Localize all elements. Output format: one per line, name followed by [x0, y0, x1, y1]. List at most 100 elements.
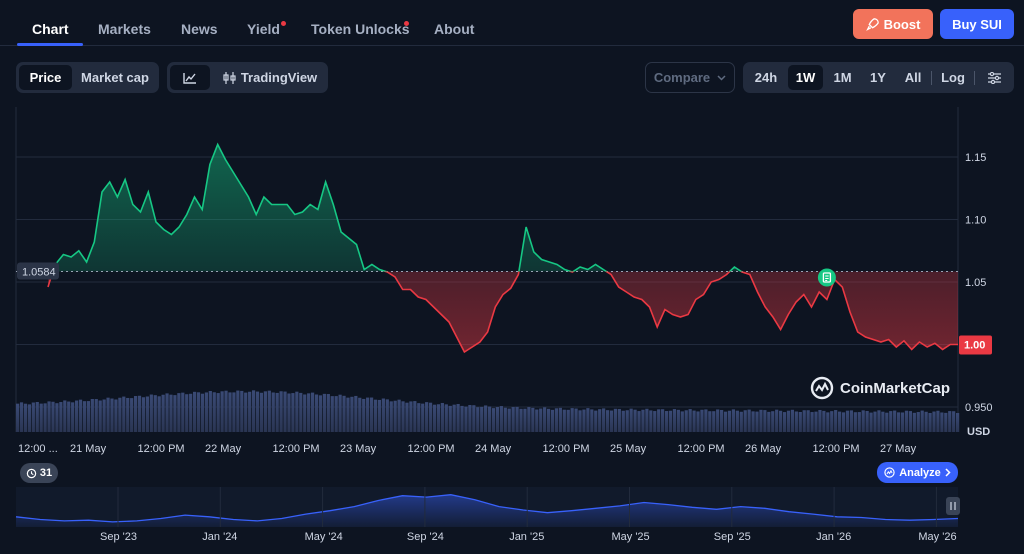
volume-bar [216, 393, 220, 432]
volume-bar [338, 394, 342, 432]
overview-line [15, 494, 959, 523]
volume-bar [452, 404, 456, 432]
overview-x-tick-label: May '26 [918, 531, 956, 543]
chevron-down-icon [717, 74, 726, 81]
volume-bar [90, 399, 94, 432]
volume-bar [240, 390, 244, 432]
volume-bar [767, 411, 771, 432]
x-tick-label: 24 May [475, 443, 512, 455]
volume-bar [67, 401, 71, 432]
news-marker[interactable] [817, 268, 836, 287]
volume-bar [932, 411, 936, 432]
volume-bar [794, 411, 798, 432]
volume-bar [952, 411, 956, 432]
volume-bar [865, 410, 869, 432]
volume-bar [810, 412, 814, 432]
volume-bar [287, 393, 291, 432]
analyze-logo-icon [884, 467, 895, 478]
volume-bar [696, 411, 700, 432]
volume-bar [834, 410, 838, 432]
navigator-handle[interactable] [946, 497, 960, 515]
buy-sui-button[interactable]: Buy SUI [940, 9, 1014, 39]
tradingview-toggle[interactable]: TradingView [217, 65, 323, 90]
document-icon [822, 272, 832, 283]
chart-settings-button[interactable] [980, 65, 1008, 90]
volume-bar [153, 395, 157, 432]
price-line-up [51, 142, 744, 272]
y-tick-label: 0.950 [965, 402, 993, 414]
tab-token-unlocks[interactable]: Token Unlocks [311, 21, 410, 37]
tab-news[interactable]: News [181, 21, 218, 37]
volume-bar [940, 412, 944, 432]
volume-bar [759, 409, 763, 432]
volume-bar [71, 402, 75, 432]
volume-bar [582, 409, 586, 432]
volume-bar [684, 410, 688, 432]
history-range-label: 31 [39, 467, 53, 479]
volume-bar [31, 402, 35, 432]
analyze-button[interactable]: Analyze [877, 462, 958, 483]
volume-bar [417, 403, 421, 432]
x-tick-label: 12:00 ... [18, 443, 58, 455]
range-24h[interactable]: 24h [754, 70, 778, 85]
volume-bar [161, 394, 165, 432]
volume-bar [602, 408, 606, 432]
volume-bar [900, 412, 905, 432]
history-range-badge[interactable]: 31 [20, 463, 58, 483]
volume-bar [248, 391, 252, 432]
line-chart-icon [183, 72, 196, 84]
volume-bar [377, 399, 382, 432]
tab-about[interactable]: About [434, 21, 475, 37]
range-1w[interactable]: 1W [788, 65, 823, 90]
range-1m[interactable]: 1M [833, 70, 852, 85]
baseline-price-tag: 1.0584 [17, 262, 59, 280]
active-tab-indicator [17, 43, 83, 46]
volume-bar [924, 411, 928, 432]
volume-bar [586, 408, 590, 432]
volume-bar [145, 396, 149, 432]
volume-bar [704, 409, 708, 432]
volume-bar [428, 402, 433, 432]
volume-bar [295, 391, 299, 432]
volume-bar [425, 402, 429, 432]
volume-bar [668, 410, 673, 432]
volume-bar [700, 409, 704, 432]
volume-bar [688, 409, 692, 432]
volume-bar [786, 410, 791, 432]
marketcap-toggle[interactable]: Market cap [81, 70, 149, 85]
range-1y[interactable]: 1Y [870, 70, 886, 85]
price-toggle[interactable]: Price [19, 65, 72, 90]
tab-chart[interactable]: Chart [32, 21, 69, 37]
range-all[interactable]: All [904, 70, 922, 85]
volume-bar [830, 411, 834, 432]
volume-bar [574, 408, 578, 432]
boost-button[interactable]: Boost [853, 9, 933, 39]
volume-bar [369, 397, 374, 432]
compare-dropdown[interactable]: Compare [645, 62, 735, 93]
coinmarketcap-watermark: CoinMarketCap [810, 376, 950, 400]
overview-navigator[interactable]: Sep '23 Jan '24 May '24 Sep '24 Jan '25 May '… [15, 487, 960, 543]
x-tick-label: 12:00 PM [408, 443, 455, 455]
volume-bar [39, 403, 43, 432]
volume-bar [845, 410, 850, 432]
price-area-down [48, 271, 958, 352]
volume-bar [456, 404, 460, 432]
volume-bar [393, 400, 397, 432]
line-chart-toggle[interactable] [170, 65, 210, 90]
settings-divider [974, 71, 975, 85]
volume-bar [554, 408, 559, 432]
volume-bar [739, 411, 743, 432]
log-scale-toggle[interactable]: Log [941, 70, 965, 85]
tab-markets[interactable]: Markets [98, 21, 151, 37]
volume-bar [613, 408, 618, 432]
volume-bar [562, 409, 566, 432]
x-tick-label: 12:00 PM [543, 443, 590, 455]
tab-yield[interactable]: Yield [247, 21, 280, 37]
volume-bar [543, 407, 547, 432]
volume-bar [641, 409, 645, 432]
volume-bar [74, 400, 79, 432]
volume-bar [857, 412, 861, 432]
volume-bar [130, 398, 134, 432]
volume-bar [149, 394, 153, 432]
